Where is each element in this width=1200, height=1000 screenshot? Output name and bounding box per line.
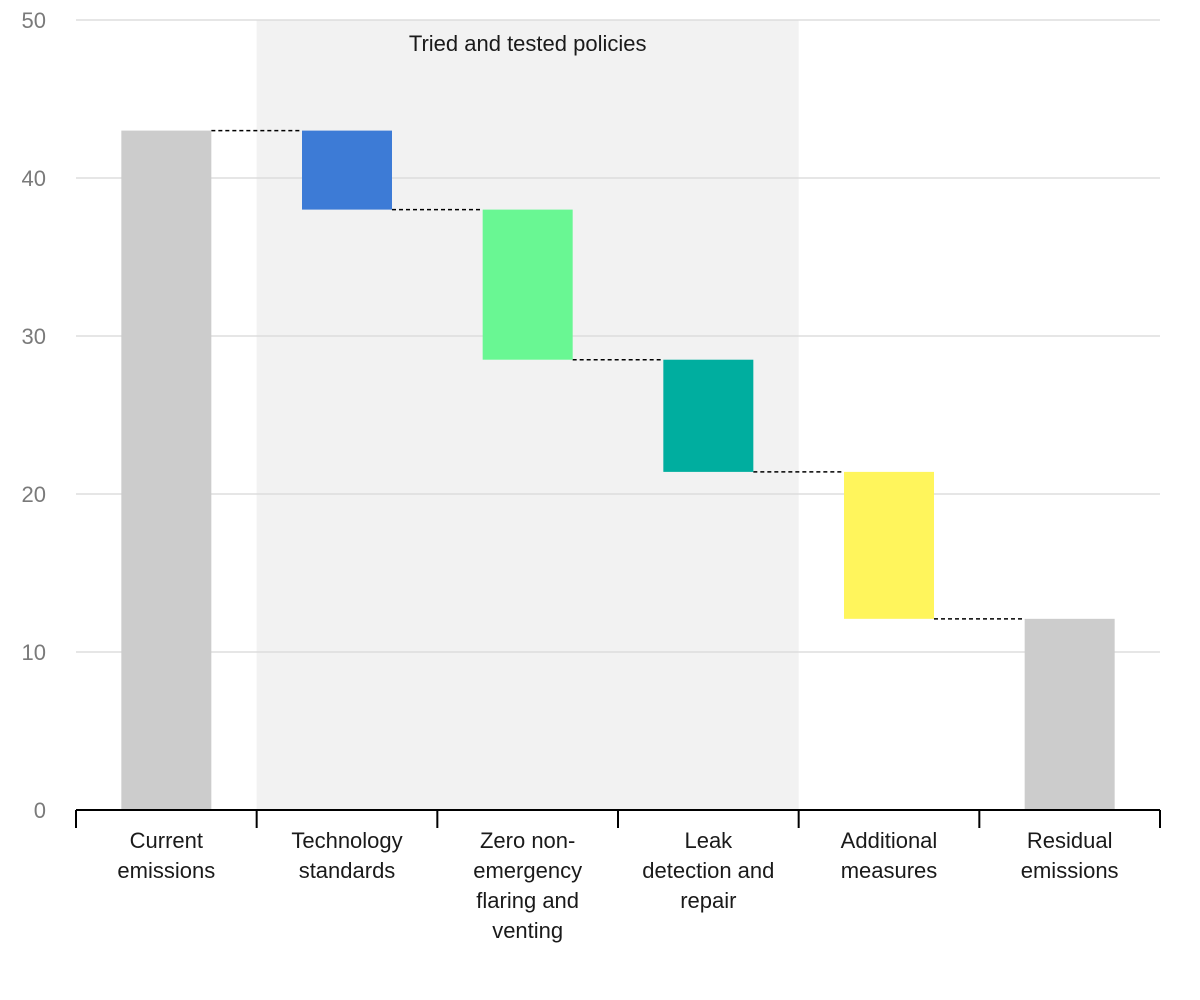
bar (302, 130, 392, 210)
connector-layer (211, 129, 1025, 620)
bar (482, 209, 573, 360)
category-label-line: flaring and (476, 888, 579, 913)
category-label-line: standards (299, 858, 396, 883)
y-tick-label: 0 (34, 798, 46, 823)
label-layer: Tried and tested policies 0 10 20 30 40 50 Curr… (22, 8, 1119, 943)
category-label-line: measures (841, 858, 938, 883)
category-label-line: emissions (1021, 858, 1119, 883)
category-label-line: emergency (473, 858, 582, 883)
category-label-line: Zero non- (480, 828, 575, 853)
bar (844, 471, 934, 619)
bar-layer (121, 130, 1115, 811)
y-tick-label: 40 (22, 166, 46, 191)
y-tick-label: 10 (22, 640, 46, 665)
annotation-band-label: Tried and tested policies (409, 31, 647, 56)
category-label-line: Residual (1027, 828, 1113, 853)
bar (121, 130, 212, 811)
category-label: Technology standards (291, 828, 402, 883)
category-label-line: detection and (642, 858, 774, 883)
category-label: Current emissions (117, 828, 215, 883)
category-label-line: Current (130, 828, 203, 853)
category-label-line: venting (492, 918, 563, 943)
y-tick-label: 20 (22, 482, 46, 507)
axis-layer (75, 809, 1161, 828)
category-label: Leak detection and repair (642, 828, 774, 913)
category-label: Additional measures (841, 828, 938, 883)
bar (663, 359, 754, 472)
grid-layer (76, 19, 1160, 653)
category-label-line: Additional (841, 828, 938, 853)
category-label: Zero non-emergency flaring and venting (473, 828, 582, 943)
category-label-line: Technology (291, 828, 402, 853)
category-label-line: repair (680, 888, 736, 913)
y-tick-label: 30 (22, 324, 46, 349)
category-label-line: emissions (117, 858, 215, 883)
bar (1024, 618, 1115, 810)
category-label-line: Leak (684, 828, 733, 853)
category-label: Residual emissions (1021, 828, 1119, 883)
y-tick-label: 50 (22, 8, 46, 33)
